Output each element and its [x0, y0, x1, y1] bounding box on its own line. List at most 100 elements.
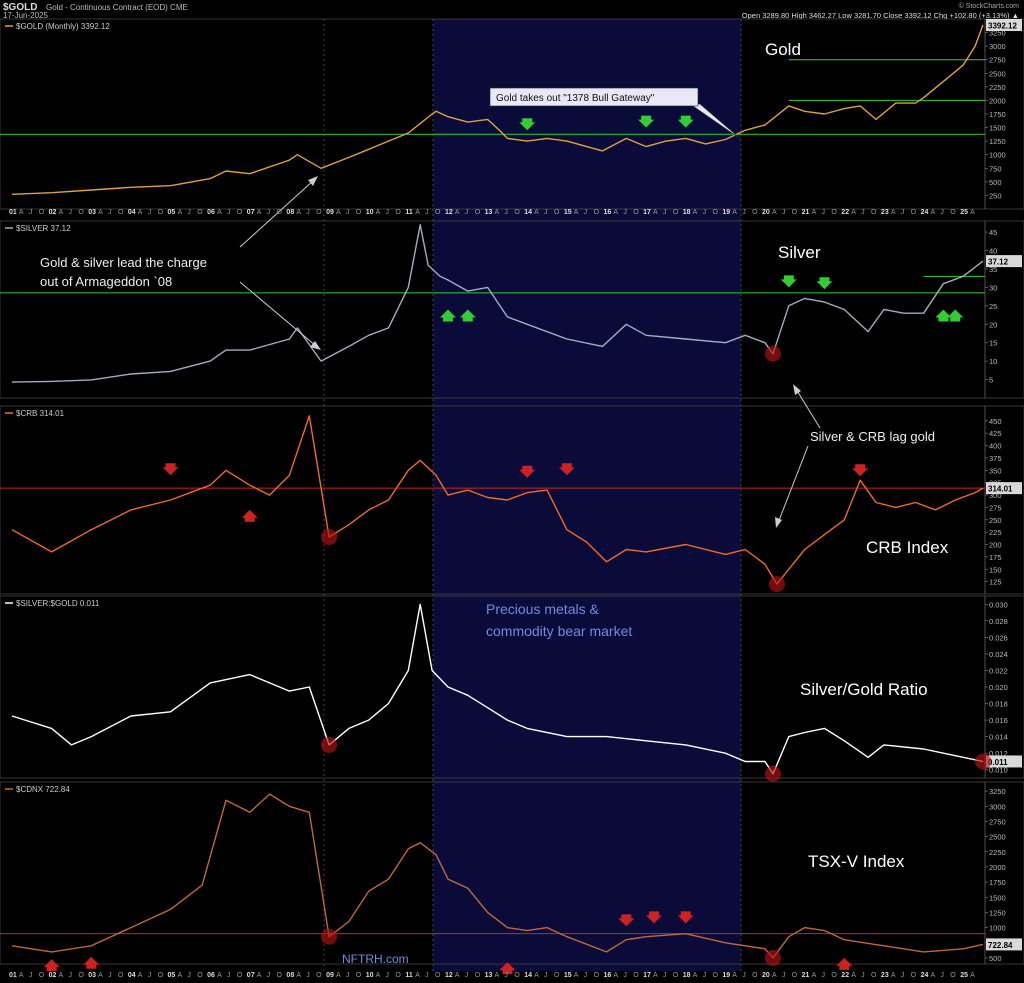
x-tick-label: J: [782, 972, 786, 979]
x-tick-label: A: [336, 972, 341, 979]
y-tick-label: 0.012: [989, 749, 1008, 758]
x-tick-label: 11: [405, 209, 413, 216]
y-tick-label: 0.020: [989, 683, 1008, 692]
x-tick-label: O: [197, 972, 203, 979]
x-tick-label: J: [148, 972, 152, 979]
panel-gold: 250 500 750 1000 1250 1500 1750 2000 2250 2500 275…: [0, 18, 1024, 210]
y-tick-label: 2750: [989, 817, 1006, 826]
x-tick-label: 19: [722, 209, 730, 216]
last-value-label: 0.011: [988, 758, 1008, 767]
y-tick-label: 1250: [989, 137, 1006, 146]
y-tick-label: 1750: [989, 878, 1006, 887]
x-tick-label: O: [277, 972, 283, 979]
x-tick-label: O: [752, 209, 758, 216]
bear-market-shading: [433, 19, 741, 971]
x-tick-label: J: [703, 972, 707, 979]
y-tick-label: 450: [989, 417, 1002, 426]
y-tick-label: 150: [989, 565, 1002, 574]
x-tick-label: O: [475, 209, 481, 216]
low-marker: [764, 345, 781, 362]
x-tick-label: 12: [445, 209, 453, 216]
x-tick-label: 20: [762, 972, 770, 979]
x-tick-label: A: [613, 209, 618, 216]
x-tick-label: 23: [881, 972, 889, 979]
down-arrow-marker: [677, 911, 694, 924]
x-tick-label: A: [574, 972, 579, 979]
up-arrow-marker: [836, 957, 853, 970]
armageddon-text-line2: out of Armageddon `08: [40, 274, 172, 289]
y-tick-label: 2750: [989, 56, 1006, 65]
x-tick-label: J: [663, 972, 667, 979]
x-tick-label: 18: [683, 972, 691, 979]
x-tick-label: J: [227, 209, 231, 216]
y-tick-label: 1000: [989, 924, 1006, 933]
x-tick-label: 02: [49, 972, 57, 979]
x-tick-label: A: [930, 209, 935, 216]
last-value-label: 314.01: [988, 485, 1013, 494]
x-tick-label: A: [19, 209, 24, 216]
x-tick-label: J: [544, 972, 548, 979]
x-tick-label: A: [574, 209, 579, 216]
bear-market-label-line1: Precious metals &: [486, 601, 599, 617]
x-tick-label: 18: [683, 209, 691, 216]
x-tick-label: O: [514, 209, 520, 216]
lag-text: Silver & CRB lag gold: [810, 429, 935, 444]
y-tick-label: 15: [989, 339, 997, 348]
x-tick-label: J: [108, 209, 112, 216]
x-tick-label: O: [554, 972, 560, 979]
x-tick-label: O: [475, 972, 481, 979]
y-tick-label: 250: [989, 191, 1002, 200]
x-tick-label: 24: [921, 209, 929, 216]
panel-tsxv: 5007501000125015001750200022502500275030…: [0, 781, 1024, 975]
x-tick-label: 17: [643, 972, 651, 979]
armageddon-annotation: Gold & silver lead the charge out of Arm…: [40, 176, 321, 350]
x-tick-label: 24: [921, 972, 929, 979]
y-tick-label: 0.016: [989, 716, 1008, 725]
x-tick-label: J: [68, 209, 72, 216]
x-tick-label: O: [277, 209, 283, 216]
x-tick-label: A: [217, 972, 222, 979]
x-tick-label: 10: [366, 972, 374, 979]
y-tick-label: 225: [989, 528, 1002, 537]
x-tick-label: A: [732, 972, 737, 979]
x-tick-label: 03: [88, 972, 96, 979]
x-tick-label: O: [435, 209, 441, 216]
panel-frame: [0, 18, 1024, 210]
x-tick-label: A: [613, 972, 618, 979]
panel-legend: $SILVER 37.12: [16, 224, 71, 233]
x-tick-label: O: [950, 209, 956, 216]
x-tick-label: J: [742, 972, 746, 979]
x-tick-label: A: [296, 209, 301, 216]
x-tick-label: O: [911, 209, 917, 216]
x-tick-label: O: [831, 209, 837, 216]
panel-title: CRB Index: [866, 538, 949, 557]
x-tick-label: A: [19, 972, 24, 979]
y-tick-label: 1000: [989, 151, 1006, 160]
x-tick-label: 21: [802, 209, 810, 216]
panel-title: Silver/Gold Ratio: [800, 680, 928, 699]
series-line: [11, 793, 984, 959]
x-tick-label: J: [346, 209, 350, 216]
series-line: [11, 415, 984, 585]
up-arrow-marker: [43, 959, 60, 972]
x-tick-label: J: [267, 972, 271, 979]
series-line: [11, 24, 984, 195]
x-tick-label: 16: [604, 972, 612, 979]
down-arrow-marker: [519, 118, 536, 131]
x-tick-label: O: [712, 972, 718, 979]
y-tick-label: 1500: [989, 893, 1006, 902]
down-arrow-marker: [519, 465, 536, 478]
last-value-box: [986, 938, 1022, 951]
x-tick-label: A: [970, 209, 975, 216]
x-tick-label: J: [227, 972, 231, 979]
x-tick-label: A: [98, 209, 103, 216]
y-tick-label: 2500: [989, 833, 1006, 842]
panel-legend: $GOLD (Monthly) 3392.12: [16, 22, 110, 31]
x-tick-label: A: [177, 972, 182, 979]
y-tick-label: 400: [989, 442, 1002, 451]
x-tick-label: O: [514, 972, 520, 979]
y-tick-label: 3250: [989, 29, 1006, 38]
x-tick-label: O: [712, 209, 718, 216]
low-marker: [764, 765, 781, 782]
